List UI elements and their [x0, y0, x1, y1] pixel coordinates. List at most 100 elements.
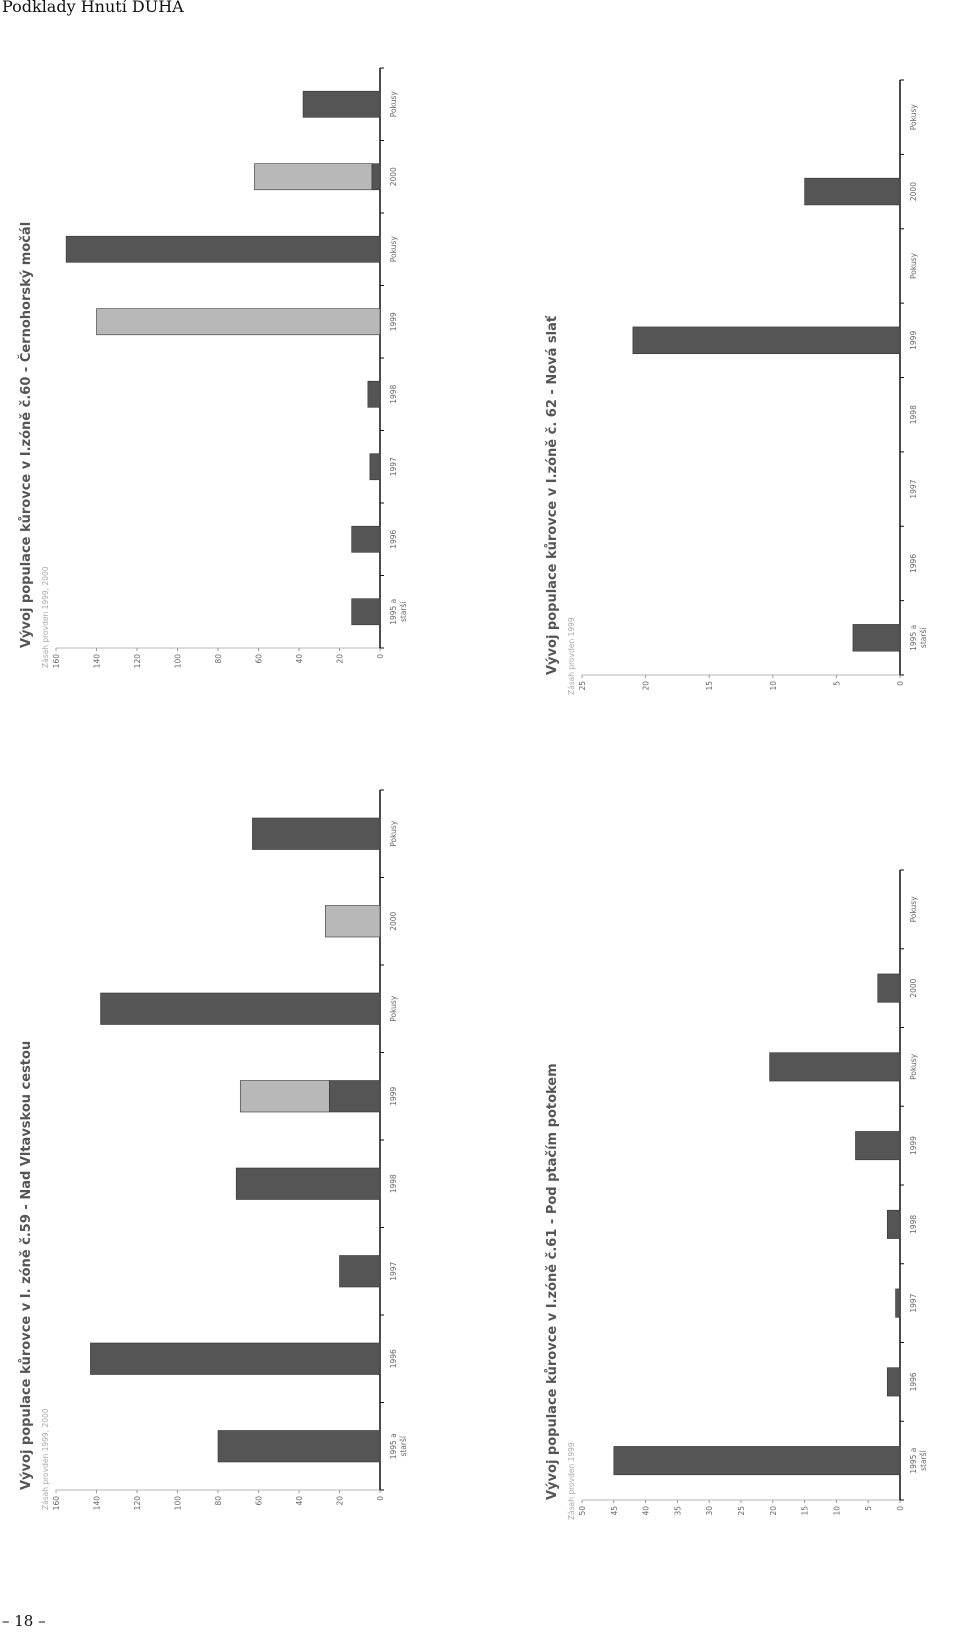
- chart-zone-59-svg: Vývoj populace kůrovce v I. zóně č.59 - …: [19, 789, 408, 1511]
- x-category-label: Pokusy: [909, 252, 918, 279]
- y-tick-label: 10: [832, 1506, 841, 1516]
- chart-zone-60-svg: Vývoj populace kůrovce v I.zóně č.60 - Č…: [18, 67, 408, 669]
- chart-title: Vývoj populace kůrovce v I.zóně č.61 - P…: [545, 1063, 560, 1500]
- bar-dark: [886, 1209, 901, 1239]
- x-category-label: 1995 astarší: [389, 1433, 408, 1459]
- chart-zone-60: Vývoj populace kůrovce v I.zóně č.60 - Č…: [10, 48, 430, 688]
- chart-title: Vývoj populace kůrovce v I. zóně č.59 - …: [19, 1041, 34, 1490]
- bar-dark: [371, 163, 381, 191]
- y-tick-label: 15: [705, 681, 714, 691]
- x-category-label: 1996: [389, 529, 398, 548]
- bar-dark: [369, 453, 381, 481]
- y-tick-label: 45: [610, 1506, 619, 1516]
- y-tick-label: 100: [174, 654, 183, 669]
- x-category-label: Pokusy: [389, 820, 398, 847]
- y-tick-label: 80: [214, 1496, 223, 1506]
- chart-zone-62: Vývoj populace kůrovce v I.zóně č. 62 - …: [536, 60, 950, 715]
- x-category-label: Pokusy: [909, 104, 918, 131]
- bar-dark: [252, 817, 381, 850]
- x-category-label: Pokusy: [909, 896, 918, 923]
- bar-dark: [852, 624, 901, 652]
- chart-title: Vývoj populace kůrovce v I.zóně č. 62 - …: [545, 315, 560, 675]
- x-category-label: 1998: [909, 1215, 918, 1234]
- y-tick-label: 25: [737, 1506, 746, 1516]
- bar-dark: [367, 380, 381, 408]
- bar-light: [325, 905, 381, 938]
- x-category-label: 2000: [909, 978, 918, 997]
- bar-dark: [351, 525, 381, 553]
- bar-light: [254, 163, 373, 191]
- chart-zone-61: Vývoj populace kůrovce v I.zóně č.61 - P…: [536, 850, 950, 1540]
- y-tick-label: 80: [214, 654, 223, 664]
- y-tick-label: 20: [769, 1506, 778, 1516]
- y-tick-label: 10: [769, 681, 778, 691]
- x-category-label: 2000: [389, 911, 398, 930]
- y-tick-label: 30: [705, 1506, 714, 1516]
- x-category-label: 2000: [389, 167, 398, 186]
- x-category-label: 1999: [389, 1086, 398, 1105]
- y-tick-label: 120: [133, 1496, 142, 1511]
- bar-dark: [302, 90, 381, 118]
- bar-light: [96, 308, 381, 336]
- x-category-label: 1997: [389, 457, 398, 476]
- x-category-label: 1998: [389, 384, 398, 403]
- x-category-label: Pokusy: [389, 995, 398, 1022]
- chart-note: Zásah provden 1999, 2000: [41, 566, 50, 668]
- chart-zone-59: Vývoj populace kůrovce v I. zóně č.59 - …: [10, 770, 430, 1530]
- bar-dark: [329, 1080, 381, 1113]
- x-category-label: 1999: [909, 331, 918, 350]
- y-tick-label: 120: [133, 654, 142, 669]
- x-category-label: 1996: [909, 554, 918, 573]
- x-category-label: Pokusy: [909, 1053, 918, 1080]
- y-tick-label: 15: [801, 1506, 810, 1516]
- chart-note: Zásah provden 1999: [567, 1442, 576, 1520]
- y-tick-label: 40: [295, 1496, 304, 1506]
- page-number: – 18 –: [2, 1612, 46, 1630]
- bar-dark: [895, 1288, 901, 1318]
- y-tick-label: 0: [376, 1496, 385, 1501]
- x-category-label: Pokusy: [389, 236, 398, 263]
- x-category-label: 1996: [909, 1372, 918, 1391]
- y-tick-label: 0: [896, 681, 905, 686]
- bar-dark: [769, 1052, 901, 1082]
- bar-dark: [235, 1167, 381, 1200]
- y-tick-label: 50: [578, 1506, 587, 1516]
- chart-zone-62-svg: Vývoj populace kůrovce v I.zóně č. 62 - …: [545, 79, 928, 695]
- y-tick-label: 140: [93, 654, 102, 669]
- y-tick-label: 40: [295, 654, 304, 664]
- y-tick-label: 60: [255, 1496, 264, 1506]
- bar-dark: [65, 235, 381, 263]
- y-tick-label: 5: [832, 681, 841, 686]
- x-category-label: 1997: [909, 479, 918, 498]
- x-category-label: 1999: [909, 1136, 918, 1155]
- bar-dark: [855, 1131, 901, 1161]
- chart-title: Vývoj populace kůrovce v I.zóně č.60 - Č…: [18, 222, 34, 648]
- x-category-label: 1995 astarší: [909, 1448, 928, 1474]
- y-tick-label: 20: [336, 1496, 345, 1506]
- bar-dark: [613, 1446, 901, 1476]
- x-category-label: 1995 astarší: [389, 599, 408, 625]
- x-category-label: 1997: [909, 1293, 918, 1312]
- x-category-label: 1997: [389, 1261, 398, 1280]
- x-category-label: 1998: [909, 405, 918, 424]
- bar-dark: [886, 1367, 901, 1397]
- y-tick-label: 0: [896, 1506, 905, 1511]
- x-category-label: Pokusy: [389, 91, 398, 118]
- bar-dark: [351, 598, 381, 626]
- bar-dark: [90, 1342, 381, 1375]
- bar-dark: [100, 992, 381, 1025]
- y-tick-label: 100: [174, 1496, 183, 1511]
- bar-dark: [877, 973, 901, 1003]
- chart-zone-61-svg: Vývoj populace kůrovce v I.zóně č.61 - P…: [545, 869, 928, 1520]
- chart-note: Zásah provden 1999: [567, 617, 576, 695]
- x-category-label: 1995 astarší: [909, 625, 928, 651]
- y-tick-label: 140: [93, 1496, 102, 1511]
- bar-dark: [632, 326, 901, 355]
- bar-dark: [339, 1255, 381, 1288]
- bar-light: [239, 1080, 330, 1113]
- y-tick-label: 160: [52, 1496, 61, 1511]
- y-tick-label: 40: [642, 1506, 651, 1516]
- x-category-label: 1999: [389, 312, 398, 331]
- y-tick-label: 60: [255, 654, 264, 664]
- y-tick-label: 35: [673, 1506, 682, 1516]
